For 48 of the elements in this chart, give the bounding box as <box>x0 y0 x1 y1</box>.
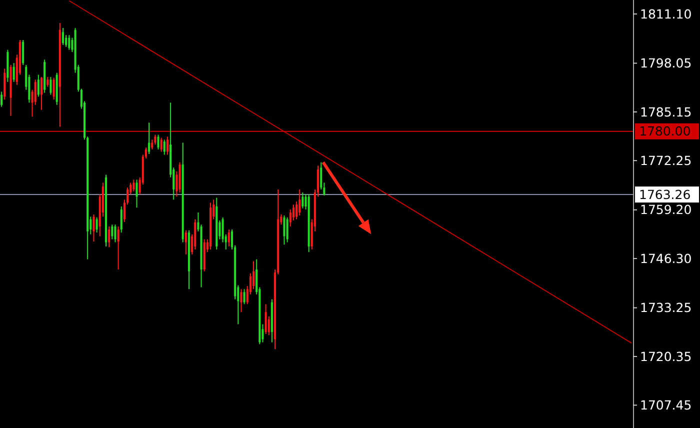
candlestick <box>264 304 267 335</box>
candlestick <box>166 136 168 156</box>
candlestick <box>286 216 288 243</box>
candlestick <box>120 206 122 233</box>
candlestick <box>240 288 242 313</box>
candlestick <box>37 74 40 98</box>
candlestick <box>52 77 55 100</box>
candlestick <box>136 179 138 208</box>
ref-line-label: 1763.26 <box>639 186 691 202</box>
candlestick <box>12 62 15 82</box>
candlestick <box>68 34 70 50</box>
candlestick <box>268 316 270 336</box>
y-tick-label: 1707.45 <box>640 398 692 413</box>
candlestick <box>243 288 246 305</box>
candlestick <box>163 139 166 156</box>
y-tick-label: 1772.25 <box>640 152 692 168</box>
candlestick <box>132 179 135 192</box>
candlestick <box>302 192 304 209</box>
y-tick-label: 1720.35 <box>640 348 692 364</box>
y-tick-label: 1798.05 <box>640 56 692 71</box>
candlestick <box>96 216 98 233</box>
candlestick <box>117 226 120 270</box>
candlestick <box>22 40 24 66</box>
candlestick <box>289 208 292 227</box>
candlestick <box>114 224 116 243</box>
y-tick-label: 1811.10 <box>640 6 692 22</box>
candlestick <box>160 137 162 152</box>
ref-line-label: 1780.00 <box>639 124 691 139</box>
candlestick <box>108 226 110 248</box>
candlestick <box>283 215 286 246</box>
candlestick <box>46 76 49 88</box>
y-tick-label: 1759.20 <box>640 202 692 218</box>
candlestick <box>62 27 64 46</box>
candlestick <box>184 230 187 255</box>
candlestick <box>157 134 160 150</box>
candlestick <box>92 214 95 242</box>
candlestick <box>0 91 3 108</box>
candlestick <box>4 68 6 100</box>
y-tick-label: 1785.15 <box>640 104 692 120</box>
y-tick-label: 1746.30 <box>640 250 692 266</box>
candlestick <box>154 134 156 146</box>
candlestick <box>111 224 114 240</box>
candlestick <box>50 76 52 96</box>
y-tick-label: 1733.25 <box>640 300 692 316</box>
candlestick <box>148 122 150 154</box>
candlestick <box>228 228 230 247</box>
candlestick <box>298 188 301 216</box>
candlestick <box>40 76 42 110</box>
